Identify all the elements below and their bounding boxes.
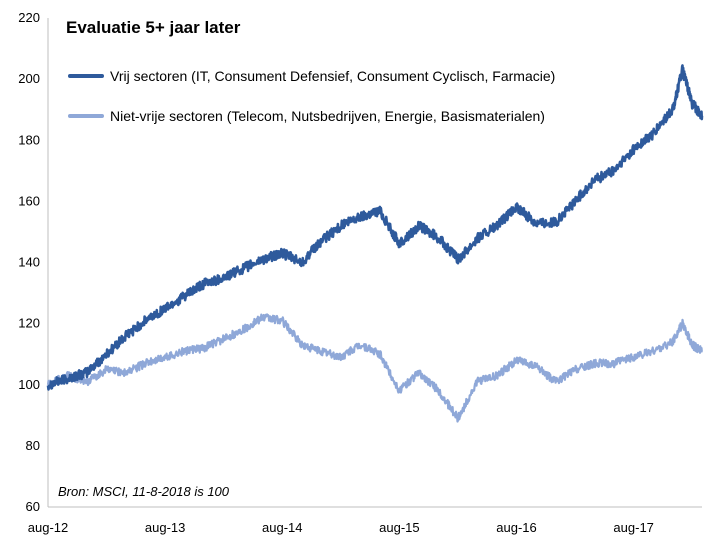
x-tick-label: aug-14 [262, 520, 302, 535]
y-tick-label: 80 [26, 438, 40, 453]
y-tick-label: 140 [18, 255, 40, 270]
source-note: Bron: MSCI, 11-8-2018 is 100 [58, 484, 230, 499]
y-tick-label: 120 [18, 316, 40, 331]
y-tick-label: 200 [18, 71, 40, 86]
x-tick-label: aug-15 [379, 520, 419, 535]
chart-title: Evaluatie 5+ jaar later [66, 18, 241, 37]
y-tick-label: 160 [18, 193, 40, 208]
series-lines [46, 64, 704, 423]
y-tick-label: 100 [18, 377, 40, 392]
series-line-vrij-sectoren [46, 64, 704, 391]
chart-axes [47, 18, 702, 508]
legend-label-vrij-sectoren: Vrij sectoren (IT, Consument Defensief, … [110, 68, 555, 84]
y-tick-label: 220 [18, 10, 40, 25]
y-tick-labels: 60 80 100 120 140 160 180 200 220 [18, 10, 40, 514]
x-tick-label: aug-17 [613, 520, 653, 535]
series-line-niet-vrije-sectoren [46, 313, 703, 423]
legend: Vrij sectoren (IT, Consument Defensief, … [68, 68, 555, 124]
y-tick-label: 60 [26, 499, 40, 514]
x-tick-labels: aug-12 aug-13 aug-14 aug-15 aug-16 aug-17 [28, 520, 654, 535]
x-tick-label: aug-13 [145, 520, 185, 535]
legend-label-niet-vrije-sectoren: Niet-vrije sectoren (Telecom, Nutsbedrij… [110, 108, 545, 124]
x-tick-label: aug-16 [496, 520, 536, 535]
x-tick-label: aug-12 [28, 520, 68, 535]
y-tick-label: 180 [18, 132, 40, 147]
